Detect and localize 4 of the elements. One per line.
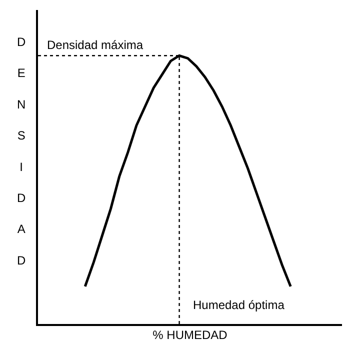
text: DENSIDAD <box>17 35 26 268</box>
annotation: Humedad óptima <box>193 298 285 312</box>
ref-line-label: Densidad máxima <box>47 38 144 52</box>
x-axis-title: % HUMEDAD <box>152 328 228 342</box>
